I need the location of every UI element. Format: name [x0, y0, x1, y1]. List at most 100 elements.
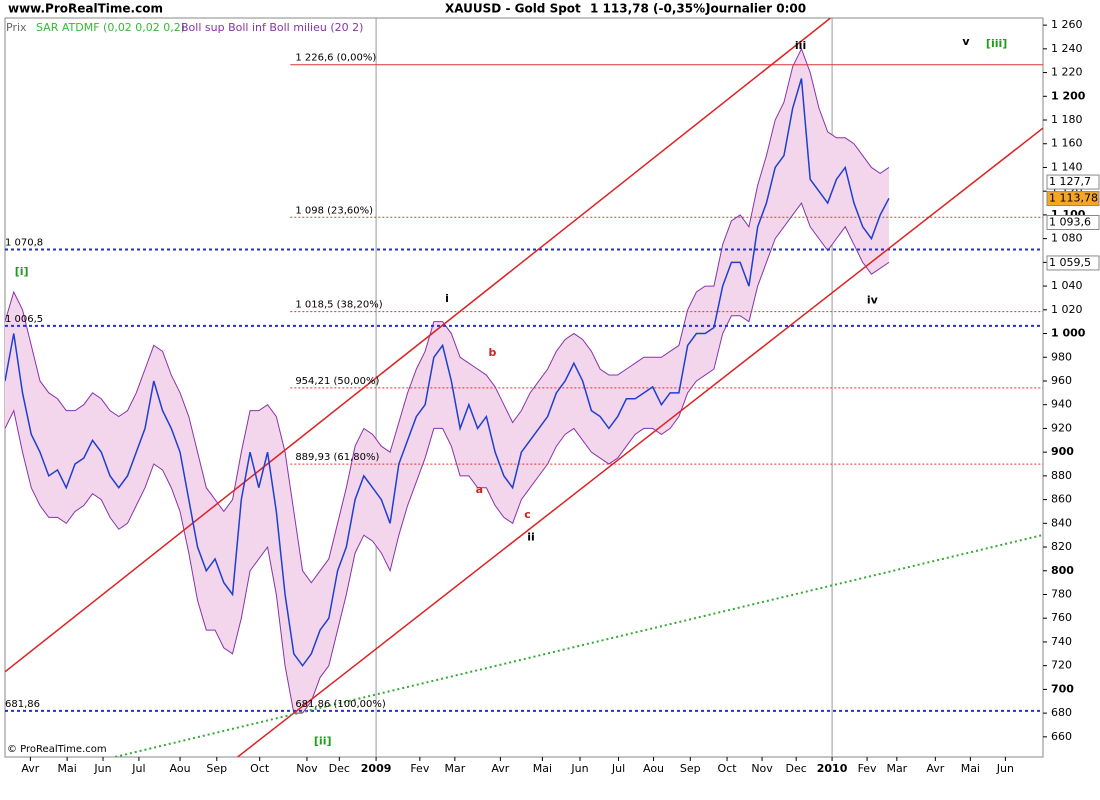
level-label: 681,86	[5, 699, 40, 710]
x-tick-label: Mar	[886, 762, 907, 775]
level-label: 1 006,5	[5, 314, 43, 325]
fib-label: 1 098 (23,60%)	[295, 205, 373, 216]
wave-label: iv	[867, 293, 879, 306]
y-tick-label: 1 260	[1051, 18, 1083, 31]
x-tick-label: Aou	[643, 762, 664, 775]
price-marker	[1046, 191, 1100, 207]
wave-label: i	[445, 292, 449, 305]
fib-label: 1 018,5 (38,20%)	[295, 300, 382, 311]
x-tick-label: Dec	[786, 762, 807, 775]
fib-label: 954,21 (50,00%)	[295, 376, 379, 387]
x-tick-label: Oct	[250, 762, 270, 775]
y-tick-label: 860	[1051, 493, 1072, 506]
fib-label: 889,93 (61,80%)	[295, 452, 379, 463]
x-tick-label: Avr	[926, 762, 944, 775]
wave-label: a	[476, 483, 483, 496]
y-tick-label: 1 200	[1051, 89, 1086, 102]
x-tick-label: Dec	[329, 762, 350, 775]
trendline	[237, 127, 1043, 757]
y-tick-label: 980	[1051, 350, 1072, 363]
wave-label: [iii]	[986, 37, 1007, 50]
price-marker	[1046, 255, 1100, 271]
band-fill	[5, 48, 889, 714]
x-tick-label: Avr	[21, 762, 39, 775]
y-tick-label: 900	[1051, 445, 1074, 458]
x-tick-label: Nov	[751, 762, 773, 775]
legend-bands: Boll sup Boll inf Boll milieu (20 2)	[181, 21, 363, 34]
y-tick-label: 760	[1051, 611, 1072, 624]
price-marker-label: 1 127,7	[1049, 175, 1091, 188]
y-tick-label: 940	[1051, 398, 1072, 411]
wave-label: v	[962, 35, 970, 48]
x-tick-label: Fev	[858, 762, 877, 775]
x-tick-label: Jul	[131, 762, 145, 775]
site-name: www.ProRealTime.com	[8, 2, 163, 16]
x-tick-label: Aou	[170, 762, 191, 775]
x-tick-label: Sep	[206, 762, 227, 775]
period: Journalier 0:00	[705, 2, 806, 16]
fib-label: 681,86 (100,00%)	[295, 699, 386, 710]
y-tick-label: 1 000	[1051, 327, 1086, 340]
x-tick-label: 2009	[361, 762, 392, 775]
x-tick-label: Mai	[961, 762, 980, 775]
x-tick-label: Fev	[410, 762, 429, 775]
trendline	[5, 18, 831, 673]
wave-label: ii	[527, 531, 535, 544]
y-tick-label: 820	[1051, 540, 1072, 553]
x-tick-label: Jun	[570, 762, 588, 775]
y-tick-label: 960	[1051, 374, 1072, 387]
x-tick-label: Mar	[444, 762, 465, 775]
level-label: 1 070,8	[5, 238, 43, 249]
x-tick-label: Mai	[533, 762, 552, 775]
y-tick-label: 660	[1051, 730, 1072, 743]
y-tick-label: 1 040	[1051, 279, 1083, 292]
x-tick-label: Jun	[93, 762, 111, 775]
price-marker	[1046, 174, 1100, 190]
y-tick-label: 740	[1051, 635, 1072, 648]
price-marker-label: 1 093,6	[1049, 216, 1091, 229]
price-marker	[1046, 215, 1100, 231]
legend-indicator: SAR ATDMF (0,02 0,02 0,2)	[36, 21, 185, 34]
y-tick-label: 1 240	[1051, 42, 1083, 55]
y-tick-label: 1 180	[1051, 113, 1083, 126]
y-tick-label: 920	[1051, 421, 1072, 434]
fib-label: 1 226,6 (0,00%)	[295, 53, 376, 64]
y-tick-label: 720	[1051, 659, 1072, 672]
y-tick-label: 800	[1051, 564, 1074, 577]
x-tick-label: Jun	[996, 762, 1014, 775]
y-tick-label: 680	[1051, 706, 1072, 719]
y-tick-label: 1 160	[1051, 137, 1083, 150]
band-line	[5, 47, 890, 584]
x-tick-label: Sep	[680, 762, 701, 775]
trendline	[115, 533, 1043, 757]
y-tick-label: 1 140	[1051, 160, 1083, 173]
x-tick-label: 2010	[817, 762, 848, 775]
price-marker-label: 1 059,5	[1049, 256, 1091, 269]
x-tick-label: Nov	[296, 762, 318, 775]
band-line	[5, 202, 890, 714]
wave-label: [i]	[15, 265, 29, 278]
y-tick-label: 780	[1051, 587, 1072, 600]
last-price: 1 113,78 (-0,35%)	[590, 2, 711, 16]
y-tick-label: 700	[1051, 682, 1074, 695]
price-line	[5, 78, 890, 667]
x-tick-label: Oct	[718, 762, 738, 775]
plot	[5, 18, 1043, 757]
y-tick-label: 880	[1051, 469, 1072, 482]
wave-label: b	[489, 346, 497, 359]
x-tick-label: Avr	[491, 762, 509, 775]
y-tick-label: 1 220	[1051, 66, 1083, 79]
wave-label: [ii]	[314, 735, 332, 748]
y-tick-label: 1 080	[1051, 232, 1083, 245]
legend-price: Prix	[6, 21, 27, 34]
x-tick-label: Mai	[57, 762, 76, 775]
x-tick-label: Jul	[611, 762, 625, 775]
price-marker-label: 1 113,78	[1049, 192, 1098, 205]
chart-title: XAUUSD - Gold Spot	[445, 2, 581, 16]
copyright: © ProRealTime.com	[7, 744, 107, 755]
y-tick-label: 840	[1051, 516, 1072, 529]
wave-label: iii	[795, 39, 806, 52]
y-tick-label: 1 020	[1051, 303, 1083, 316]
